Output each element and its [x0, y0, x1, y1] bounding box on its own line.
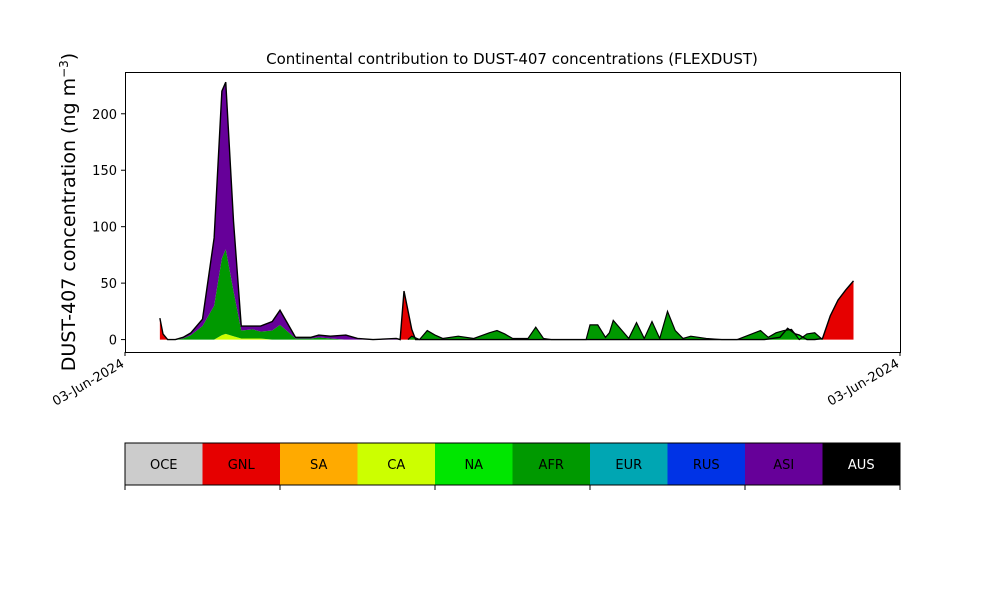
y-axis: 0 50 100 150 200	[92, 108, 125, 349]
legend-swatch-afr	[512, 443, 590, 485]
y-axis-label: DUST-407 concentration (ng m−3)	[57, 53, 80, 371]
legend-label-gnl: GNL	[228, 458, 256, 473]
y-axis-label-exponent: −3	[57, 60, 71, 78]
legend-label-ca: CA	[387, 458, 405, 473]
legend-label-sa: SA	[310, 458, 327, 473]
legend-swatch-asi	[745, 443, 823, 485]
legend-swatch-gnl	[202, 443, 280, 485]
legend-swatch-eur	[590, 443, 668, 485]
legend-label-oce: OCE	[150, 458, 178, 473]
total-outline-late	[407, 309, 823, 341]
area-afr	[159, 249, 854, 340]
legend-frame	[124, 442, 901, 486]
y-tick-label: 0	[109, 334, 117, 349]
legend-colorbar: OCE GNL SA CA NA AFR EUR RUS ASI AUS	[124, 442, 901, 490]
area-asi	[159, 82, 854, 340]
x-axis: 03-Jun-2024 03-Jun-2024	[50, 352, 902, 409]
legend-swatch-aus	[822, 443, 900, 485]
x-tick-label: 03-Jun-2024	[825, 356, 902, 409]
y-tick-label: 150	[92, 164, 117, 179]
legend-swatch-na	[435, 443, 513, 485]
legend-label-aus: AUS	[848, 458, 875, 473]
plot-frame	[125, 72, 901, 353]
chart-title: Continental contribution to DUST-407 con…	[266, 50, 758, 68]
y-tick-label: 100	[92, 221, 117, 236]
total-outline	[159, 81, 855, 341]
legend-swatch-rus	[667, 443, 745, 485]
area-afr-late	[407, 311, 823, 340]
legend-swatch-ca	[357, 443, 435, 485]
legend-label-eur: EUR	[615, 458, 642, 473]
y-axis-label-close: )	[58, 53, 80, 60]
y-tick-label: 200	[92, 108, 117, 123]
legend-swatch-oce	[125, 443, 203, 485]
y-tick-label: 50	[100, 277, 117, 292]
legend-label-asi: ASI	[773, 458, 794, 473]
plot-area	[159, 81, 855, 341]
legend-label-afr: AFR	[539, 458, 564, 473]
legend-label-rus: RUS	[693, 458, 720, 473]
legend-label-na: NA	[464, 458, 483, 473]
legend-swatch-sa	[280, 443, 358, 485]
y-axis-label-main: DUST-407 concentration (ng m	[58, 78, 80, 371]
